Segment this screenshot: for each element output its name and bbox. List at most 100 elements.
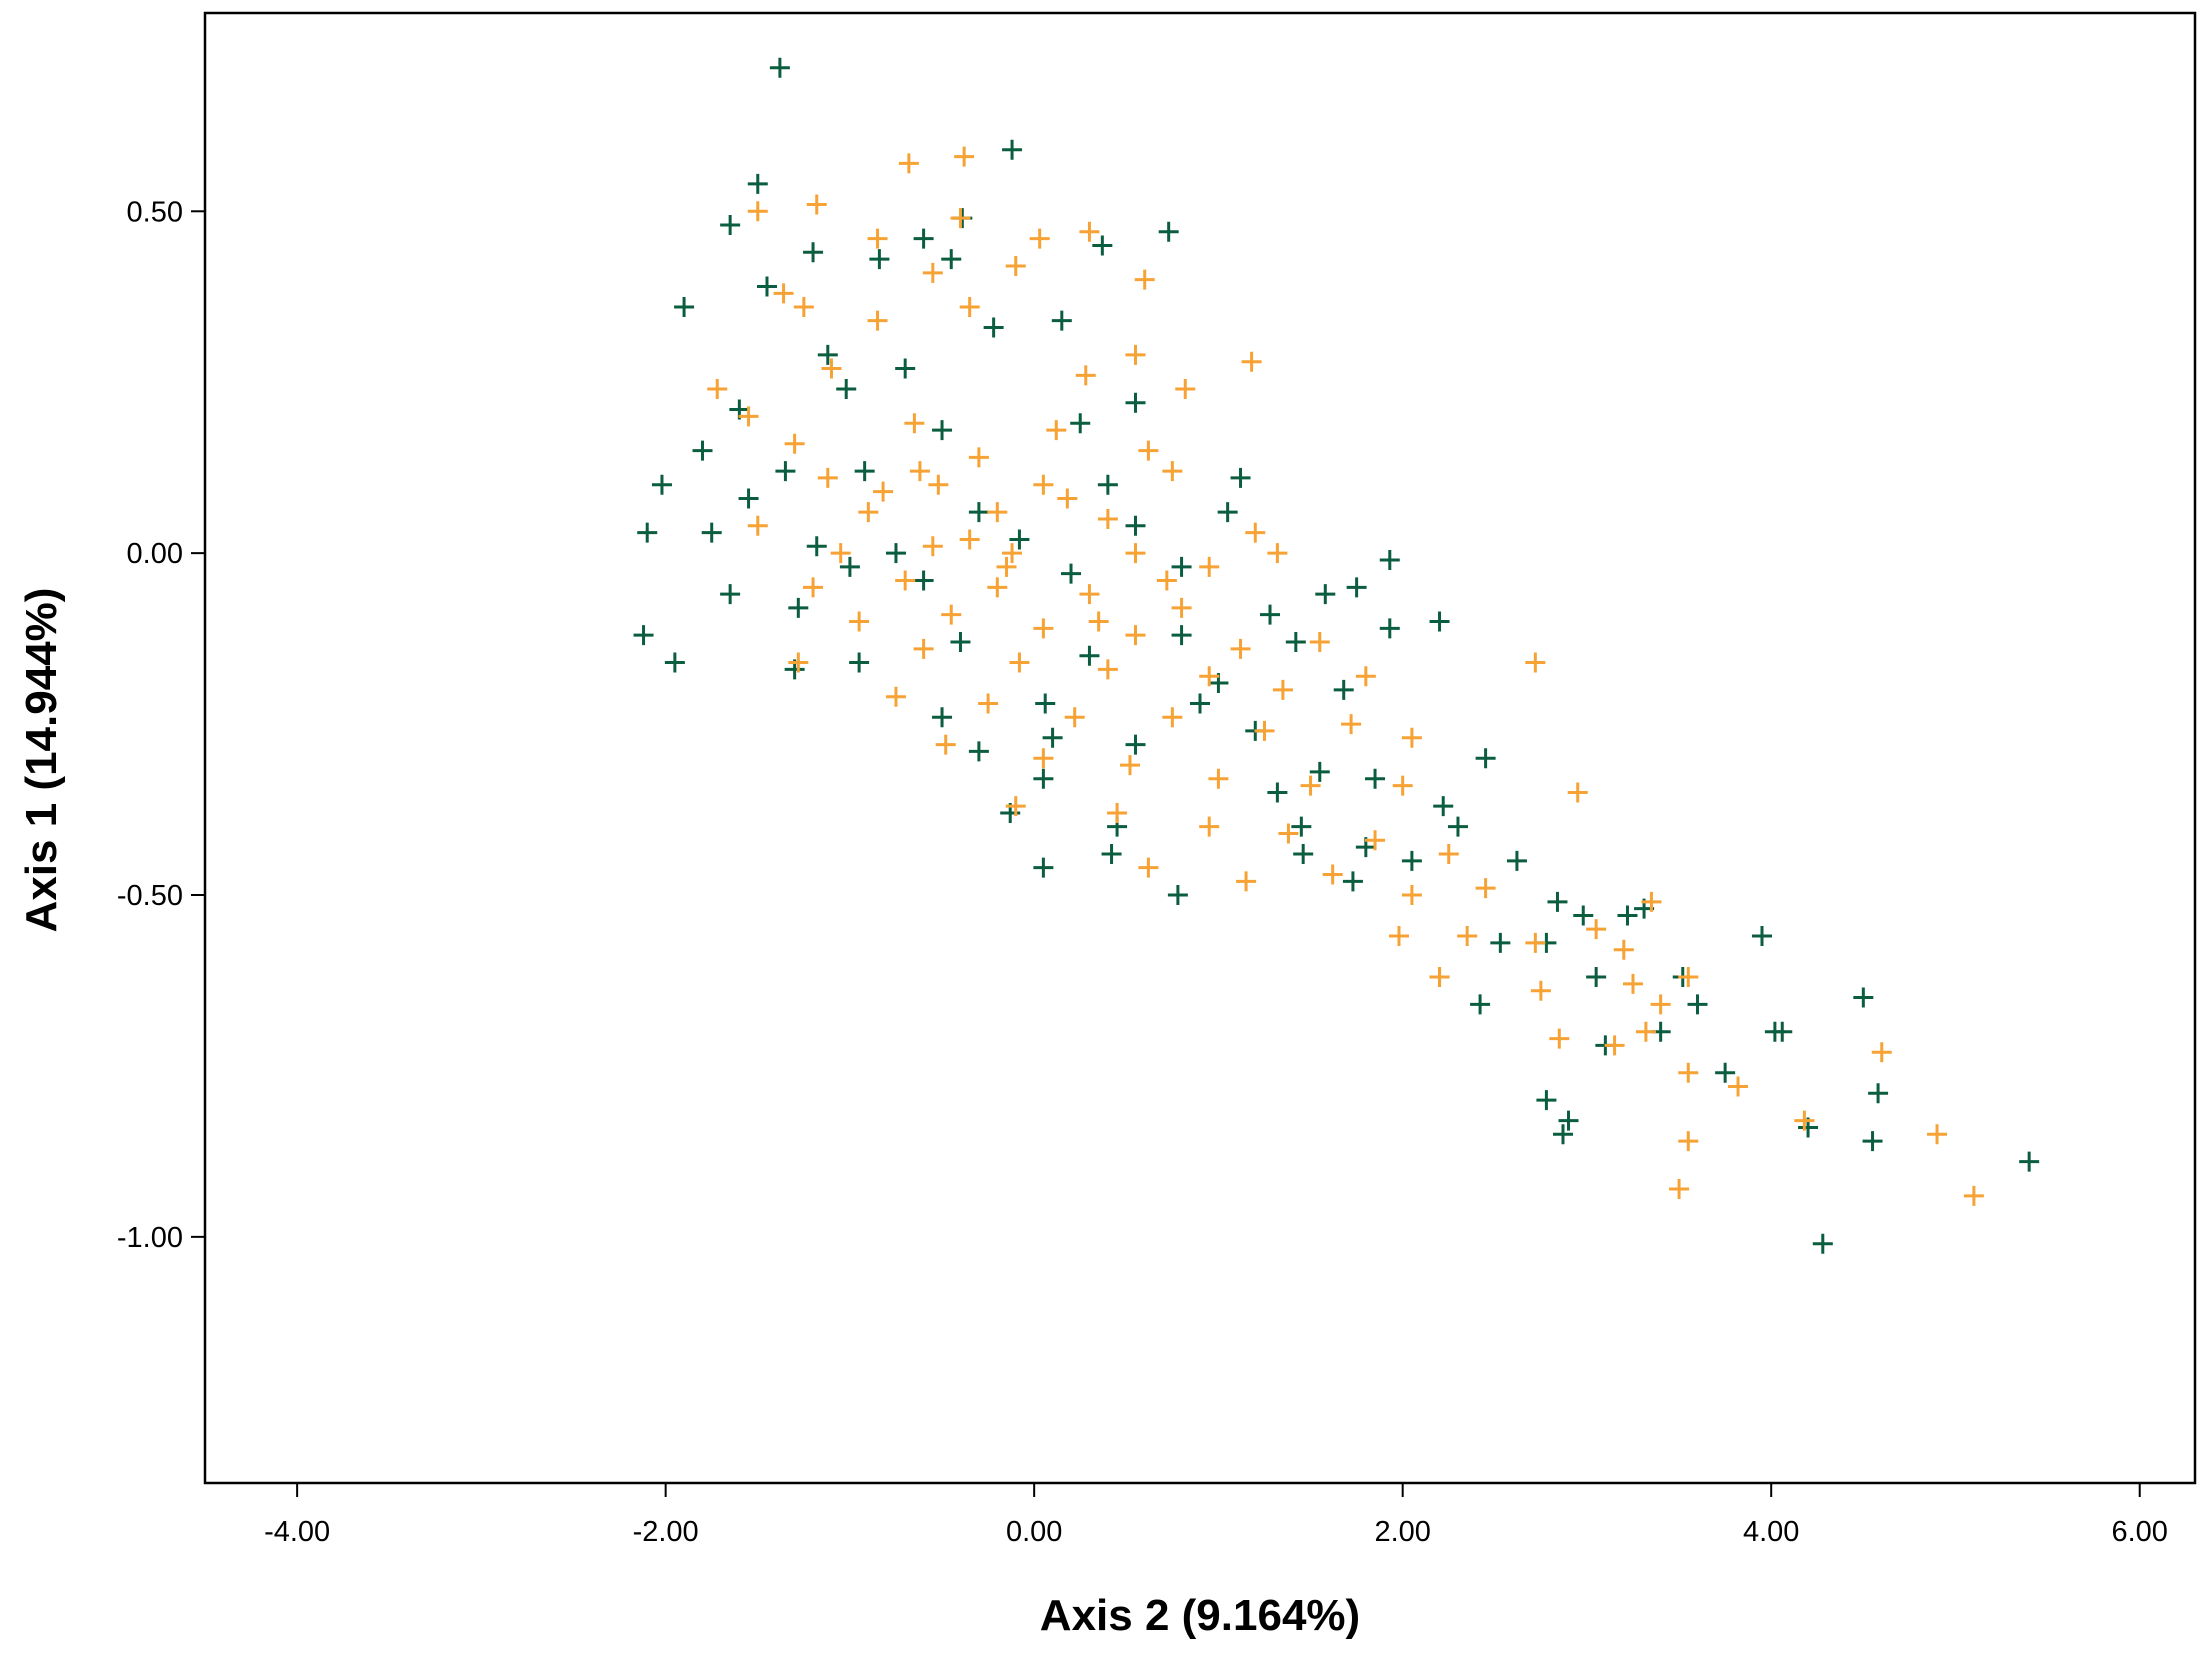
- data-point: [913, 228, 934, 249]
- data-point: [1199, 556, 1220, 577]
- data-point: [954, 146, 975, 167]
- data-point: [849, 611, 870, 632]
- data-point: [1862, 1131, 1883, 1152]
- x-tick-label: 6.00: [2111, 1516, 2167, 1548]
- data-point: [932, 420, 953, 441]
- data-point: [1162, 461, 1183, 482]
- data-point: [1687, 994, 1708, 1015]
- data-point: [895, 358, 916, 379]
- data-point: [1125, 392, 1146, 413]
- data-point: [858, 502, 879, 523]
- y-tick-label: -1.00: [117, 1222, 183, 1254]
- data-point: [1057, 488, 1078, 509]
- data-point: [928, 474, 949, 495]
- data-point: [1005, 255, 1026, 276]
- data-point: [1033, 474, 1054, 495]
- data-point: [1125, 515, 1146, 536]
- data-point: [1669, 1179, 1690, 1199]
- series-group: [707, 146, 1984, 1206]
- data-point: [1470, 994, 1491, 1015]
- data-point: [1871, 1042, 1892, 1063]
- data-point: [1199, 816, 1220, 837]
- data-point: [1429, 611, 1450, 632]
- data-point: [1506, 850, 1527, 871]
- data-point: [1728, 1076, 1749, 1097]
- data-point: [1005, 796, 1026, 817]
- data-point: [1230, 467, 1251, 488]
- data-point: [1175, 379, 1196, 400]
- data-point: [1158, 221, 1179, 242]
- data-point: [1678, 967, 1699, 988]
- data-point: [1772, 1021, 1793, 1042]
- data-point: [849, 652, 870, 673]
- data-point: [941, 604, 962, 625]
- data-point: [854, 461, 875, 482]
- data-point: [1365, 768, 1386, 789]
- data-point: [1641, 891, 1662, 912]
- data-point: [1092, 235, 1113, 256]
- data-point: [1125, 543, 1146, 564]
- data-point: [1138, 440, 1159, 461]
- data-point: [1061, 563, 1082, 584]
- data-point: [1536, 1090, 1557, 1111]
- data-point: [968, 447, 989, 468]
- data-point: [1586, 919, 1607, 940]
- data-point: [1853, 987, 1874, 1008]
- data-point: [1341, 714, 1362, 735]
- data-point: [1392, 775, 1413, 796]
- data-point: [1171, 625, 1192, 646]
- data-point: [2019, 1151, 2040, 1172]
- data-point: [806, 536, 827, 557]
- data-series: [633, 57, 2040, 1254]
- data-point: [747, 173, 768, 194]
- data-point: [1064, 707, 1085, 728]
- data-point: [1547, 891, 1568, 912]
- data-point: [1309, 761, 1330, 782]
- data-point: [1401, 850, 1422, 871]
- data-point: [1075, 365, 1096, 386]
- data-point: [959, 529, 980, 550]
- data-point: [1245, 522, 1266, 543]
- data-point: [793, 297, 814, 317]
- data-point: [1097, 474, 1118, 495]
- data-point: [1552, 1124, 1573, 1145]
- data-point: [922, 262, 943, 283]
- data-point: [817, 467, 838, 488]
- data-point: [1365, 830, 1386, 851]
- x-tick-label: -4.00: [264, 1516, 330, 1548]
- data-point: [1125, 625, 1146, 646]
- data-point: [1079, 584, 1100, 605]
- x-axis-title: Axis 2 (9.164%): [1040, 1591, 1360, 1640]
- data-point: [1217, 502, 1238, 523]
- data-point: [935, 734, 956, 755]
- data-point: [1009, 652, 1030, 673]
- x-axis: -4.00 -2.00 0.00 2.00 4.00 6.00: [264, 1483, 2168, 1548]
- data-point: [1401, 727, 1422, 748]
- data-point: [1101, 843, 1122, 864]
- data-point: [968, 502, 989, 523]
- y-tick-label: 0.50: [127, 196, 183, 228]
- data-point: [1525, 652, 1546, 673]
- data-point: [788, 652, 809, 673]
- data-point: [1125, 344, 1146, 365]
- data-point: [1267, 543, 1288, 564]
- data-point: [987, 502, 1008, 523]
- data-point: [1794, 1110, 1815, 1131]
- data-point: [1293, 843, 1314, 864]
- data-point: [1046, 420, 1067, 441]
- data-point: [873, 481, 894, 502]
- data-point: [867, 310, 888, 331]
- data-point: [1278, 823, 1299, 844]
- data-point: [1635, 1021, 1656, 1042]
- data-point: [983, 317, 1004, 338]
- data-point: [1346, 577, 1367, 598]
- data-point: [1927, 1124, 1948, 1145]
- data-point: [1033, 768, 1054, 789]
- data-point: [738, 488, 759, 509]
- data-point: [1963, 1185, 1984, 1206]
- data-point: [913, 570, 934, 591]
- data-point: [932, 707, 953, 728]
- data-point: [1134, 269, 1155, 290]
